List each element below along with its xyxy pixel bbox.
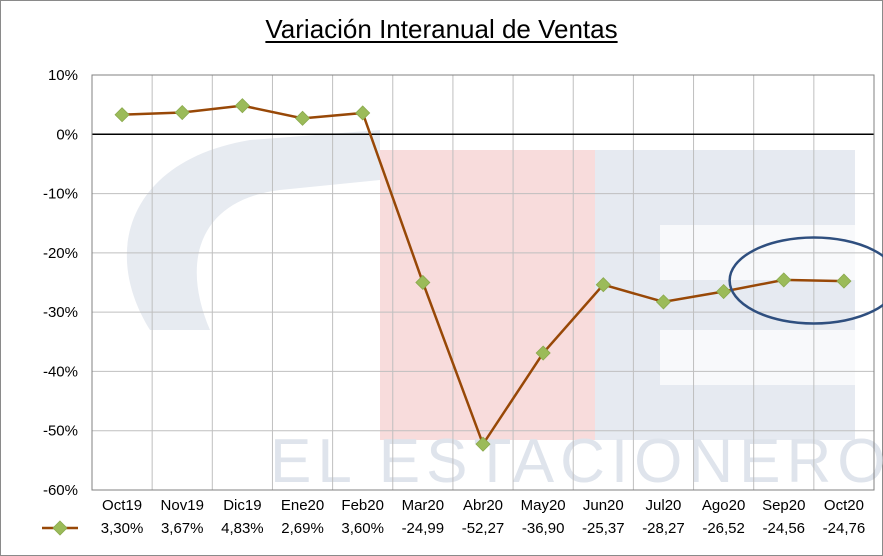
data-table-value: -36,90 — [522, 520, 565, 537]
data-point-marker — [234, 98, 250, 114]
data-point-marker — [595, 277, 611, 293]
legend-key-marker — [52, 520, 68, 536]
data-point-marker — [294, 110, 311, 126]
x-category-label: May20 — [521, 497, 566, 514]
watermark-logo: EL ESTACIONERO — [126, 130, 883, 496]
watermark-hose-shape — [126, 130, 380, 330]
x-category-label: Nov19 — [161, 497, 204, 514]
data-point-marker — [836, 273, 852, 289]
plot-area — [114, 98, 883, 452]
data-point-marker — [475, 436, 491, 452]
watermark-e-gap-2 — [660, 330, 860, 385]
data-point-marker — [355, 105, 371, 121]
watermark-text: EL ESTACIONERO — [270, 427, 883, 496]
y-tick-label: -20% — [43, 245, 78, 262]
data-table-value: 3,30% — [101, 520, 144, 537]
data-point-marker — [655, 294, 672, 310]
y-tick-label: -10% — [43, 186, 78, 203]
y-tick-label: 0% — [56, 126, 78, 143]
x-category-label: Jun20 — [583, 497, 624, 514]
x-category-label: Sep20 — [762, 497, 805, 514]
data-table-value: -24,99 — [402, 520, 445, 537]
plot-border — [91, 74, 875, 491]
x-category-label: Mar20 — [402, 497, 445, 514]
x-category-label: Feb20 — [341, 497, 384, 514]
data-table-value: 3,60% — [341, 520, 384, 537]
data-point-marker — [114, 107, 130, 123]
data-table: Oct19 3,30% Nov19 3,67% Dic19 4,83% Ene20 2,69%… — [42, 497, 865, 537]
data-table-value: 3,67% — [161, 520, 204, 537]
x-category-label: Oct19 — [102, 497, 142, 514]
x-category-label: Dic19 — [223, 497, 261, 514]
data-table-value: -24,76 — [823, 520, 866, 537]
data-point-marker — [415, 274, 431, 291]
plot-grid — [91, 74, 875, 491]
x-category-label: Abr20 — [463, 497, 503, 514]
data-point-marker — [716, 283, 732, 300]
x-category-label: Ene20 — [281, 497, 324, 514]
y-tick-label: -40% — [43, 363, 78, 380]
y-axis-ticks: 10% 0% -10% -20% -30% -40% -50% -60% — [43, 67, 78, 499]
y-tick-label: -60% — [43, 482, 78, 499]
y-tick-label: -30% — [43, 304, 78, 321]
x-category-label: Jul20 — [646, 497, 682, 514]
chart-title: Variación Interanual de Ventas — [265, 14, 618, 44]
highlight-ellipse — [728, 236, 883, 325]
y-tick-label: 10% — [48, 67, 78, 84]
data-point-marker — [776, 272, 792, 288]
data-table-value: 2,69% — [281, 520, 324, 537]
watermark-e-red — [380, 150, 610, 440]
y-tick-label: -50% — [43, 423, 78, 440]
data-table-value: -25,37 — [582, 520, 625, 537]
data-table-value: -52,27 — [462, 520, 505, 537]
data-table-value: -26,52 — [702, 520, 745, 537]
x-category-label: Ago20 — [702, 497, 745, 514]
x-category-label: Oct20 — [824, 497, 864, 514]
data-table-value: -28,27 — [642, 520, 685, 537]
data-point-marker — [535, 345, 551, 361]
data-point-marker — [174, 104, 190, 121]
data-table-value: -24,56 — [762, 520, 805, 537]
data-table-value: 4,83% — [221, 520, 264, 537]
